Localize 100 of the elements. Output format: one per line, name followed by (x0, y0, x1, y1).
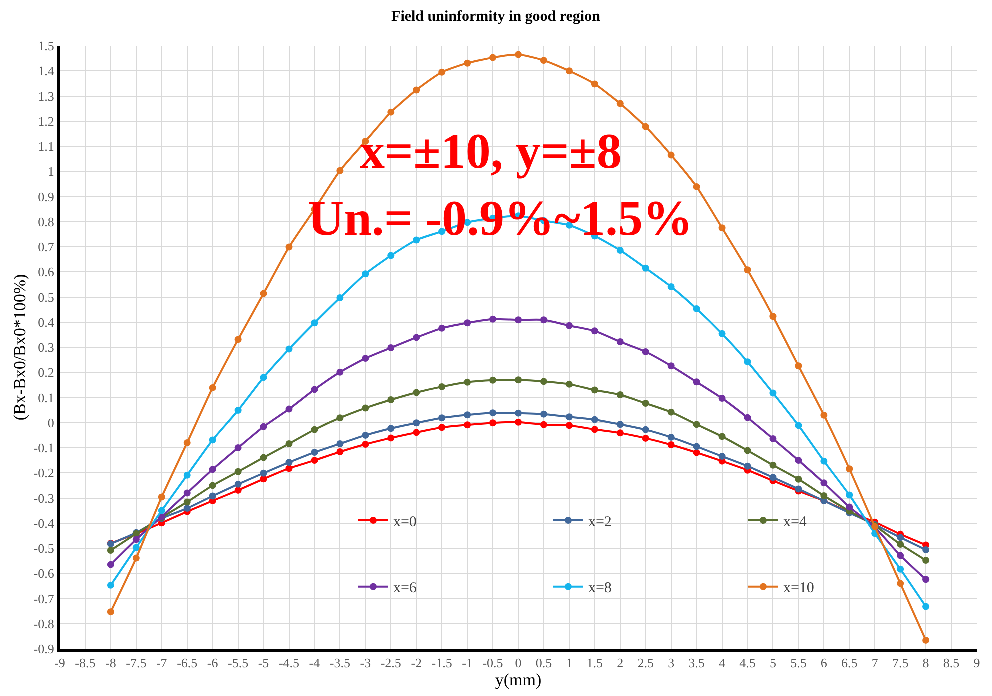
x-tick-label: -4 (309, 656, 321, 671)
point (234, 336, 242, 344)
y-tick-label: 1.5 (38, 38, 54, 54)
point (336, 294, 344, 302)
x-tick-label: 4.5 (740, 656, 756, 671)
point (107, 582, 114, 589)
y-tick-label: 1.1 (38, 139, 54, 154)
point (897, 534, 904, 542)
point (286, 440, 293, 448)
x-tick-label: -5.5 (228, 656, 249, 671)
point (515, 376, 522, 384)
point (770, 462, 777, 469)
x-tick-label: 1 (566, 656, 573, 671)
point (795, 362, 802, 370)
point (311, 457, 318, 464)
legend-label: x=2 (588, 514, 612, 530)
point (490, 54, 497, 62)
point (209, 482, 216, 490)
legend-label: x=0 (393, 514, 417, 530)
point (770, 435, 777, 442)
point (260, 470, 268, 477)
point (209, 492, 216, 500)
point (718, 453, 726, 460)
y-tick-label: -0.4 (34, 516, 55, 531)
x-tick-label: -1.5 (432, 656, 452, 671)
point (260, 423, 268, 430)
legend-label: x=8 (588, 580, 612, 597)
point (209, 384, 216, 392)
point (336, 414, 344, 422)
point (922, 576, 930, 584)
x-tick-label: 6 (820, 656, 828, 671)
point (642, 264, 650, 272)
point (718, 433, 726, 440)
y-tick-label: 0.3 (38, 340, 54, 356)
point (260, 454, 268, 462)
point (362, 432, 370, 439)
point (209, 436, 216, 444)
point (311, 426, 318, 434)
point (668, 441, 675, 448)
point (184, 490, 191, 497)
point (540, 316, 548, 324)
point (591, 80, 598, 88)
point (744, 462, 752, 470)
point (540, 410, 548, 418)
point (413, 420, 420, 427)
point (668, 152, 675, 159)
chart-title: Field uninformity in good region (392, 8, 602, 25)
x-tick-label: 8 (922, 656, 930, 671)
x-tick-label: 3 (668, 656, 675, 671)
point (566, 68, 573, 75)
y-tick-label: 0.2 (38, 365, 54, 380)
point (770, 313, 777, 320)
point (718, 224, 726, 232)
point (668, 362, 675, 370)
x-tick-label: -0.5 (482, 656, 504, 671)
x-tick-label: -5 (258, 656, 270, 671)
point (744, 447, 752, 454)
point (490, 316, 497, 323)
x-tick-label: -1 (462, 656, 473, 671)
point (820, 458, 828, 465)
x-tick-label: 0.5 (536, 656, 552, 671)
point (438, 324, 446, 332)
point (693, 421, 700, 428)
point (693, 449, 700, 456)
y-tick-label: 0.7 (38, 240, 55, 255)
point (413, 334, 420, 342)
point (718, 330, 726, 338)
point (438, 424, 446, 432)
point (616, 391, 624, 398)
point (591, 386, 598, 394)
point (616, 430, 624, 437)
point (616, 100, 624, 108)
annotation: x=±10, y=±8 (360, 123, 622, 179)
point (286, 459, 293, 466)
point (184, 472, 191, 479)
point (234, 480, 242, 488)
point (616, 421, 624, 428)
x-tick-label: 9 (974, 656, 980, 671)
point (770, 474, 777, 482)
y-tick-label: 1.3 (38, 88, 54, 104)
point (388, 396, 395, 404)
y-tick-label: -0.1 (34, 440, 54, 456)
point (642, 123, 650, 130)
point (234, 407, 242, 414)
x-tick-label: 5.5 (790, 656, 807, 671)
point (464, 320, 472, 327)
x-tick-label: -3.5 (330, 656, 350, 671)
annotation: Un.= -0.9%~1.5% (308, 190, 694, 246)
x-tick-label: 4 (719, 656, 726, 671)
point (490, 376, 497, 384)
point (184, 505, 191, 512)
point (336, 368, 344, 376)
point (286, 244, 293, 251)
point (515, 51, 522, 58)
point (438, 414, 446, 422)
y-tick-label: 0.8 (38, 214, 54, 230)
point (388, 425, 395, 432)
y-tick-label: 1.2 (38, 114, 54, 129)
point (490, 420, 497, 427)
point (693, 183, 700, 190)
